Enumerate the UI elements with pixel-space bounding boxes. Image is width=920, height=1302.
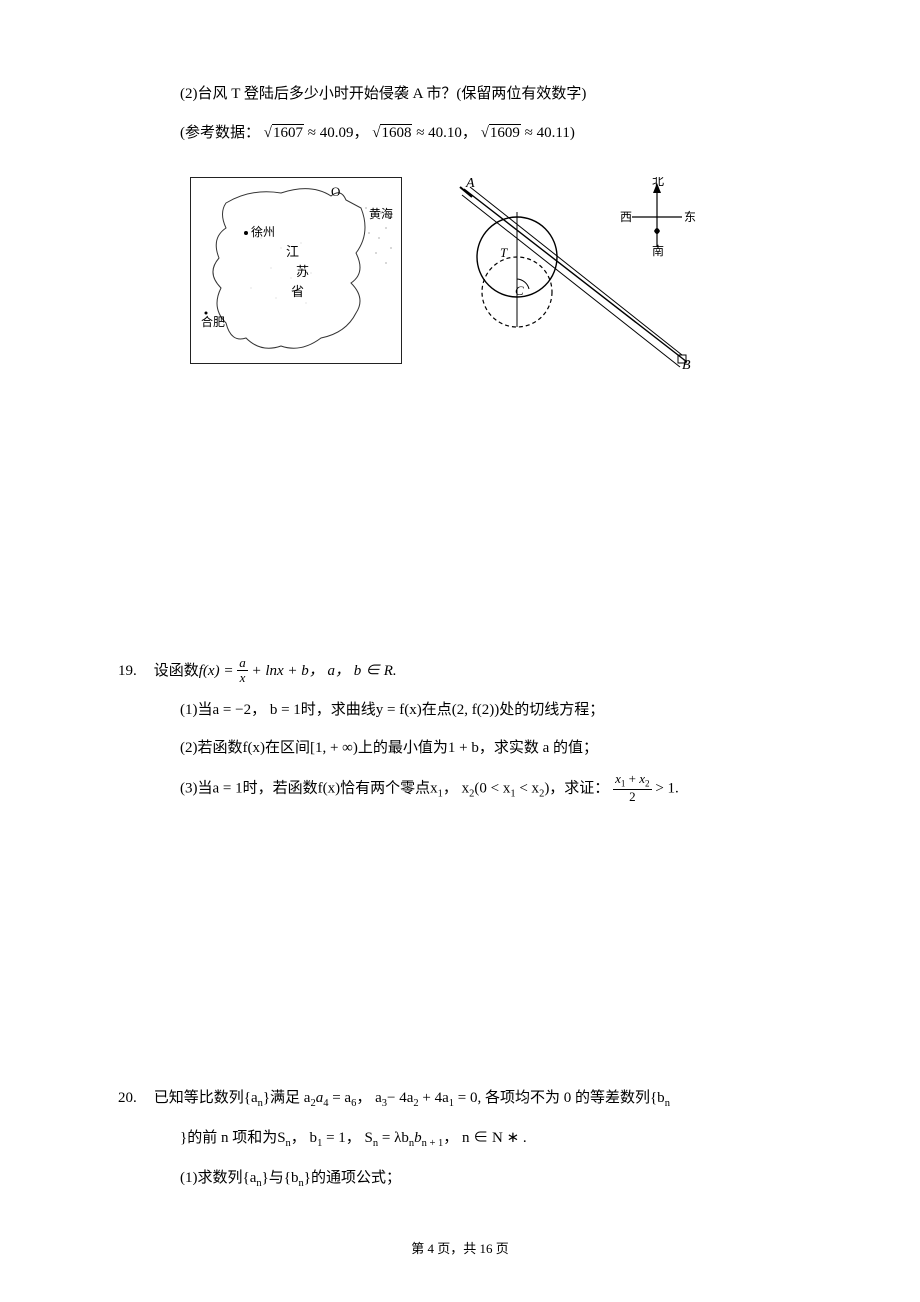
page-footer: 第 4 页，共 16 页 xyxy=(0,1237,920,1262)
q20-p1c: }的通项公式； xyxy=(304,1170,401,1186)
compass-icon: 北 西 东 南 xyxy=(620,177,696,258)
q20-l1h: = 0, 各项均不为 0 的等差数列{b xyxy=(454,1090,665,1106)
geometry-svg: 北 西 东 南 A B C T xyxy=(432,177,702,377)
q18-part2-text: (2)台风 T 登陆后多少小时开始侵袭 A 市？(保留两位有效数字) xyxy=(180,86,586,102)
frac-num-plus: + xyxy=(625,771,639,786)
sqrt-1607: 1607 xyxy=(264,119,304,148)
approx1: ≈ 40.09， xyxy=(308,125,369,141)
geometry-figure: 北 西 东 南 A B C T xyxy=(432,177,702,377)
compass-w: 西 xyxy=(620,210,632,224)
map-xuzhou: 徐州 xyxy=(251,224,275,239)
label-T: T xyxy=(500,245,508,260)
map-sheng: 省 xyxy=(291,284,304,299)
q19-part2: (2)若函数f(x)在区间[1, + ∞)上的最小值为1 + b，求实数 a 的… xyxy=(180,734,810,763)
figure-row: O 黄海 徐州 江 苏 省 合肥 北 西 xyxy=(190,177,810,377)
q20-l1b: }满足 a xyxy=(263,1090,311,1106)
q20-p1a: (1)求数列{a xyxy=(180,1170,256,1186)
sqrt-1609: 1609 xyxy=(481,119,521,148)
q19-part1: (1)当a = −2， b = 1时，求曲线y = f(x)在点(2, f(2)… xyxy=(180,696,810,725)
frac-den-2: 2 xyxy=(613,790,652,804)
frac-a-over-x: a x xyxy=(237,656,248,684)
q20-l2f: ， n ∈ N ∗ . xyxy=(443,1130,526,1146)
compass-s: 南 xyxy=(652,243,664,258)
q19-p3e: )，求证： xyxy=(544,780,609,796)
label-A: A xyxy=(465,177,475,191)
approx2: ≈ 40.10， xyxy=(416,125,477,141)
q20-l1f: − 4a xyxy=(387,1090,413,1106)
compass-n: 北 xyxy=(652,177,664,188)
label-C: C xyxy=(515,283,524,298)
q19-stem-b: + lnx + b， a， b ∈ R. xyxy=(251,663,396,679)
q20-p1b: }与{b xyxy=(262,1170,299,1186)
q18-reference: (参考数据： 1607 ≈ 40.09， 1608 ≈ 40.10， 1609 … xyxy=(180,119,810,148)
map-svg: O 黄海 徐州 江 苏 省 合肥 xyxy=(191,178,401,363)
q20-number: 20. xyxy=(118,1084,150,1113)
q19-stem-a: 设函数 xyxy=(154,663,199,679)
q19-p1: (1)当a = −2， b = 1时，求曲线y = f(x)在点(2, f(2)… xyxy=(180,702,604,718)
radicand-1609: 1609 xyxy=(489,124,521,141)
frac-x1x2-over-2: x1 + x2 2 xyxy=(613,772,652,804)
q20-l2a: }的前 n 项和为S xyxy=(180,1130,286,1146)
map-jiang: 江 xyxy=(286,244,299,259)
q20-part1: (1)求数列{an}与{bn}的通项公式； xyxy=(180,1164,810,1194)
ref-prefix: (参考数据： xyxy=(180,125,260,141)
frac-num-a: a xyxy=(237,656,248,671)
map-figure: O 黄海 徐州 江 苏 省 合肥 xyxy=(190,177,402,364)
q20-l1a: 已知等比数列{a xyxy=(154,1090,258,1106)
q19-p3a: (3)当a = 1时，若函数f(x)恰有两个零点x xyxy=(180,780,438,796)
q19-number: 19. xyxy=(118,657,150,686)
q20-l2e: b xyxy=(414,1130,422,1146)
q19-p3c: (0 < x xyxy=(474,780,510,796)
q19-p3-end: > 1. xyxy=(655,780,678,796)
q19-fx: f(x) = xyxy=(199,663,234,679)
q20-l1g: + 4a xyxy=(419,1090,449,1106)
q20: 20. 已知等比数列{an}满足 a2a4 = a6， a3− 4a2 + 4a… xyxy=(150,1084,810,1114)
approx3: ≈ 40.11) xyxy=(525,125,575,141)
radicand-1607: 1607 xyxy=(272,124,304,141)
q19-p2: (2)若函数f(x)在区间[1, + ∞)上的最小值为1 + b，求实数 a 的… xyxy=(180,740,598,756)
q19-p3d: < x xyxy=(516,780,539,796)
sqrt-1608: 1608 xyxy=(372,119,412,148)
compass-e: 东 xyxy=(684,210,696,224)
radicand-1608: 1608 xyxy=(380,124,412,141)
q20-l2c: = 1， S xyxy=(322,1130,373,1146)
map-hefei: 合肥 xyxy=(201,314,225,329)
q20-l2b: ， b xyxy=(291,1130,317,1146)
frac-den-x: x xyxy=(237,671,248,685)
q20-l1e: ， a xyxy=(356,1090,381,1106)
map-su: 苏 xyxy=(296,264,309,279)
q20-line2: }的前 n 项和为Sn， b1 = 1， Sn = λbnbn + 1， n ∈… xyxy=(180,1124,810,1154)
map-sea: 黄海 xyxy=(369,206,393,221)
q19-p3b: ， x xyxy=(443,780,469,796)
q18-part2: (2)台风 T 登陆后多少小时开始侵袭 A 市？(保留两位有效数字) xyxy=(180,80,810,109)
q20-l2d: = λb xyxy=(378,1130,409,1146)
q19: 19. 设函数f(x) = a x + lnx + b， a， b ∈ R. xyxy=(150,657,810,686)
q20-l1d: = a xyxy=(328,1090,351,1106)
q19-part3: (3)当a = 1时，若函数f(x)恰有两个零点x1， x2(0 < x1 < … xyxy=(180,773,810,805)
map-o: O xyxy=(331,184,340,199)
